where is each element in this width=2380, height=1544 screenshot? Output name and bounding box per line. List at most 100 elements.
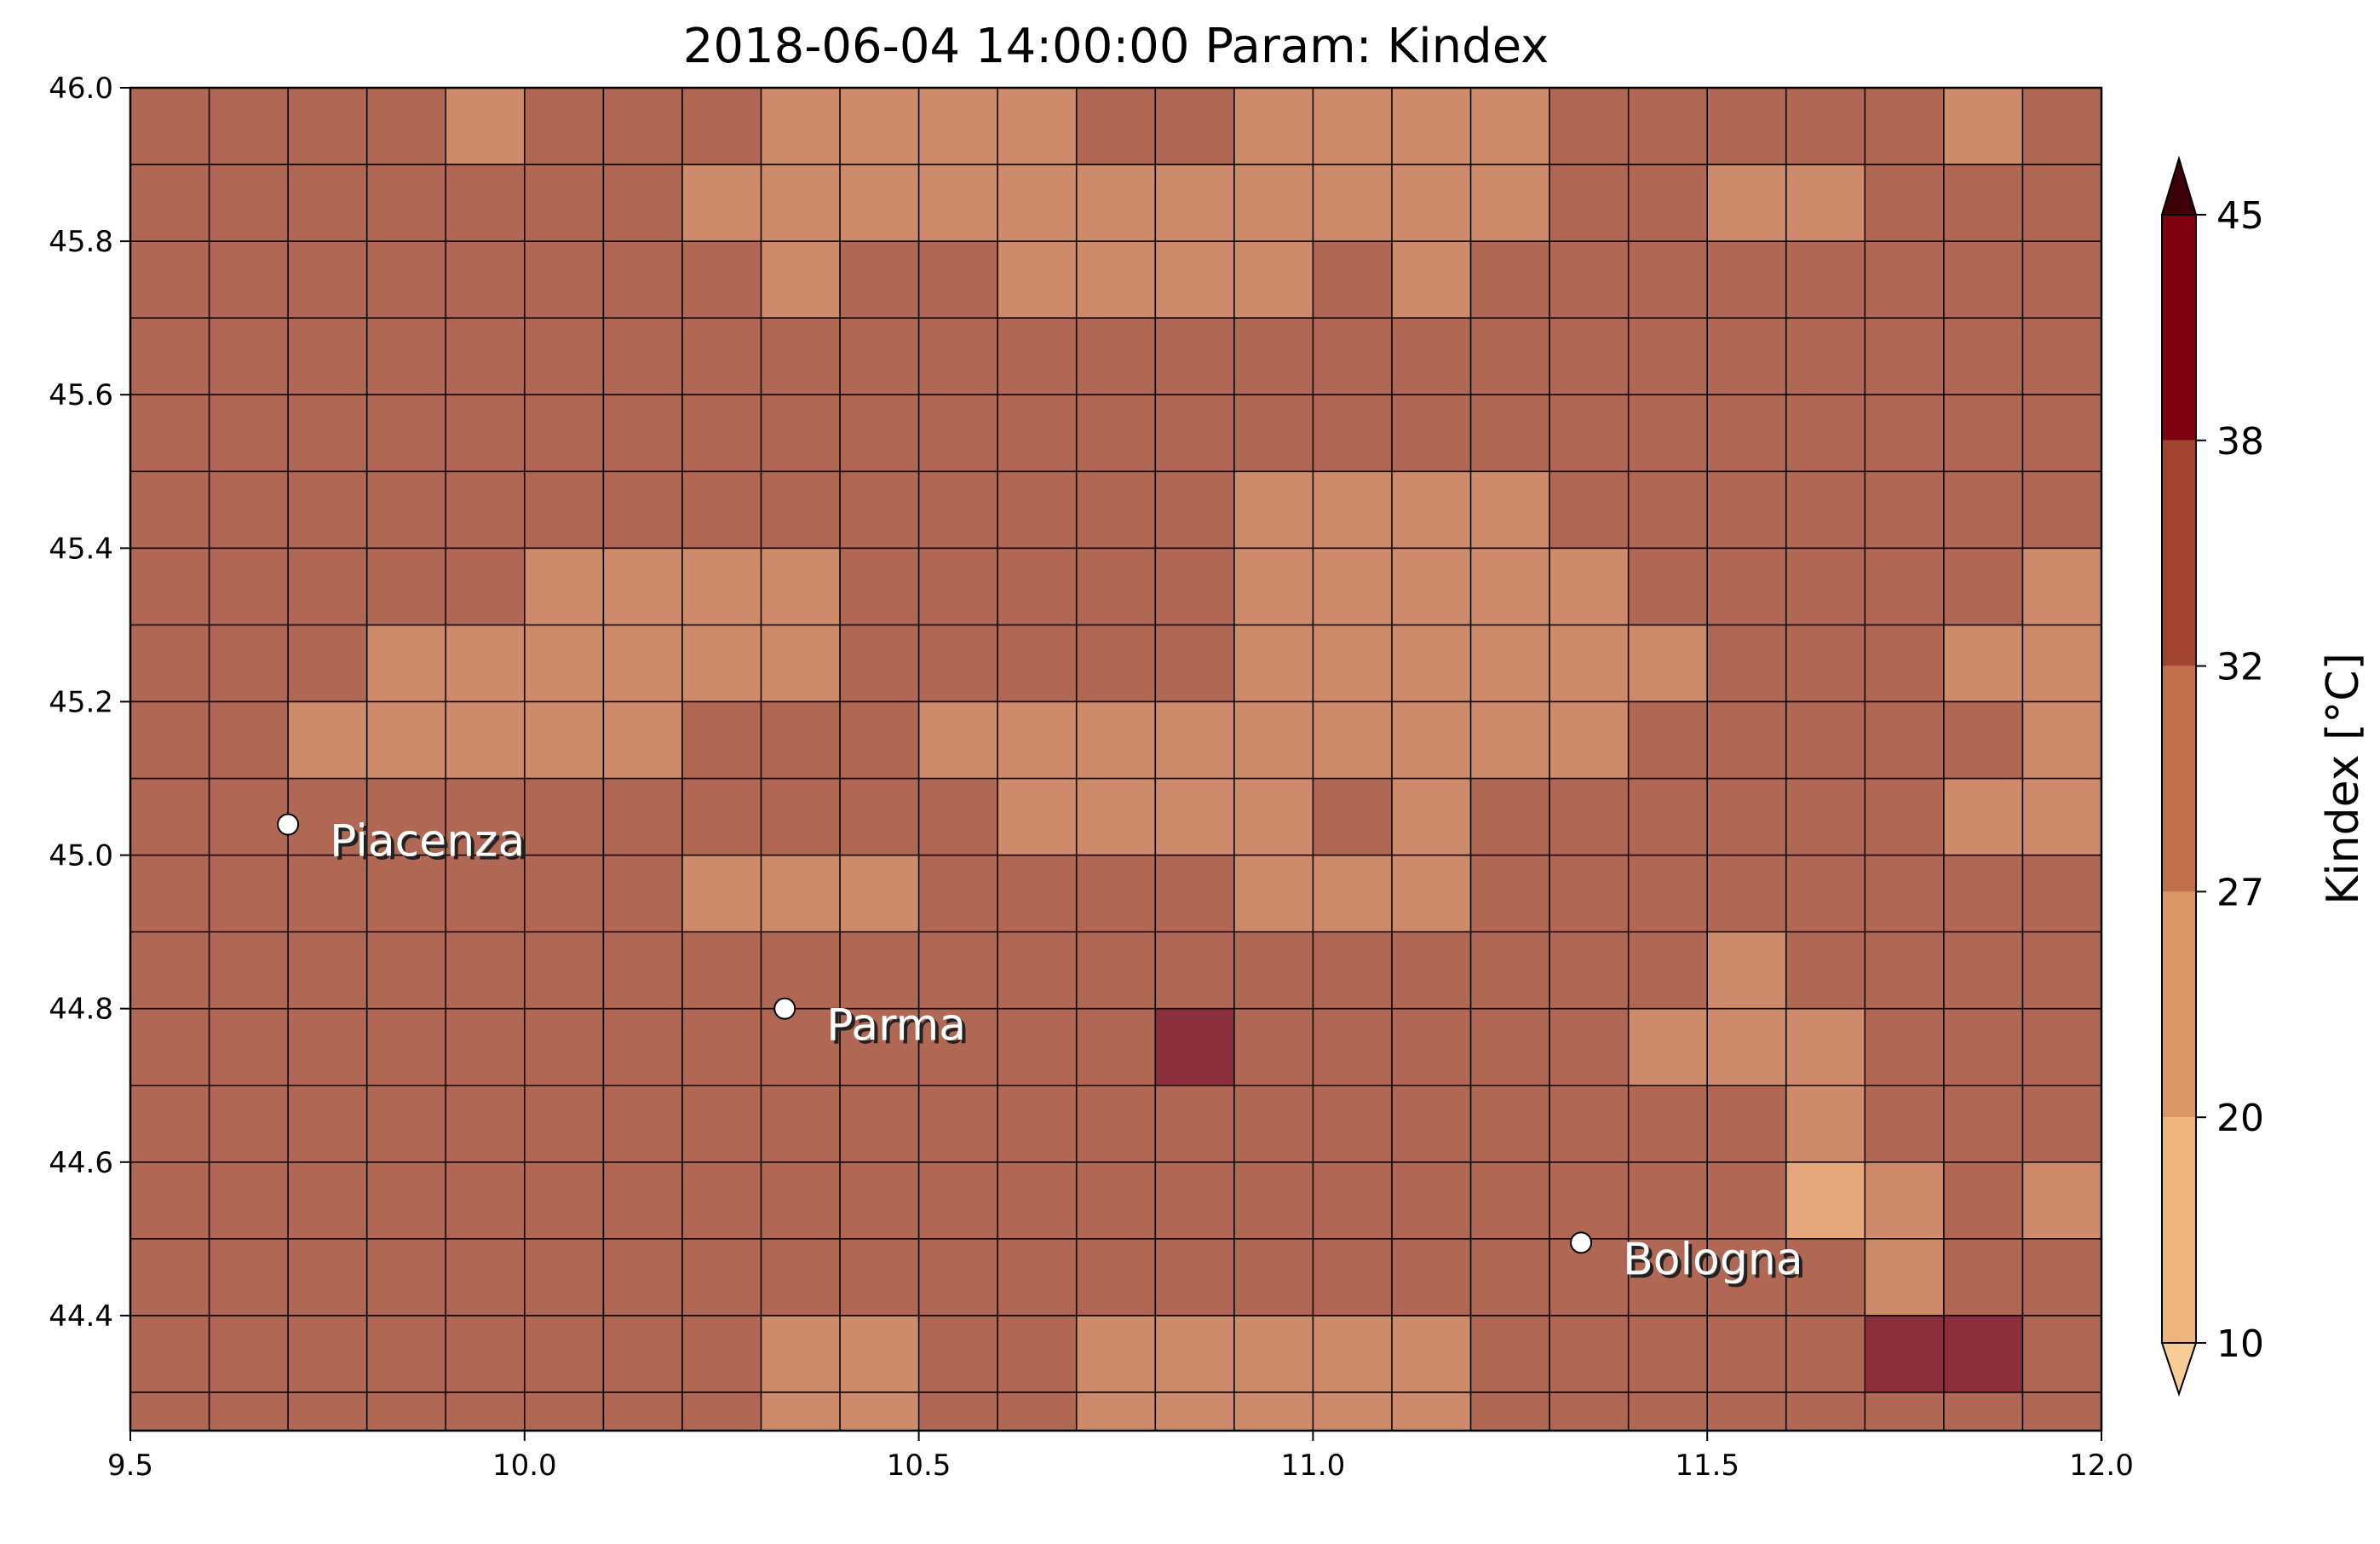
- colorbar-tick-label: 10: [2216, 1322, 2264, 1366]
- heatmap-cell: [1313, 1085, 1392, 1162]
- heatmap-cell: [1155, 1238, 1234, 1316]
- heatmap-cell: [1785, 1238, 1865, 1316]
- heatmap-cell: [1076, 471, 1156, 549]
- heatmap-cell: [1943, 1391, 2023, 1431]
- heatmap-cell: [840, 931, 919, 1009]
- heatmap-cell: [761, 1238, 841, 1316]
- heatmap-cell: [1470, 1391, 1550, 1431]
- heatmap-cell: [1628, 1391, 1708, 1431]
- heatmap-cell: [366, 1161, 446, 1239]
- heatmap-cell: [761, 1315, 841, 1392]
- heatmap-cell: [603, 1161, 682, 1239]
- y-tick-label: 45.0: [49, 839, 113, 873]
- heatmap-cell: [1076, 778, 1156, 856]
- heatmap-cell: [1943, 88, 2023, 165]
- heatmap-cell: [130, 164, 210, 242]
- heatmap-cell: [209, 1085, 289, 1162]
- heatmap-cell: [918, 318, 998, 395]
- heatmap-cell: [681, 395, 762, 472]
- heatmap-cell: [761, 241, 841, 319]
- heatmap-cells: [130, 88, 2101, 1431]
- heatmap-cell: [1707, 855, 1786, 932]
- heatmap-cell: [1707, 1008, 1786, 1086]
- heatmap-cell: [209, 395, 289, 472]
- heatmap-cell: [1391, 625, 1471, 702]
- heatmap-cell: [1391, 548, 1471, 625]
- heatmap-cell: [1076, 1085, 1156, 1162]
- colorbar-label: Kindex [°C]: [2318, 653, 2369, 905]
- heatmap-cell: [840, 241, 919, 319]
- heatmap-cell: [918, 855, 998, 932]
- heatmap-cell: [130, 241, 210, 319]
- y-tick-label: 44.6: [49, 1146, 113, 1180]
- heatmap-cell: [209, 701, 289, 779]
- heatmap-cell: [1785, 778, 1865, 856]
- heatmap-cell: [1707, 931, 1786, 1009]
- heatmap-cell: [446, 241, 525, 319]
- heatmap-cell: [1785, 931, 1865, 1009]
- heatmap-cell: [524, 1391, 604, 1431]
- heatmap-cell: [2022, 1008, 2101, 1086]
- heatmap-cell: [681, 88, 762, 165]
- heatmap-cell: [2022, 548, 2101, 625]
- heatmap-cell: [1076, 855, 1156, 932]
- heatmap-cell: [1470, 855, 1550, 932]
- heatmap-cell: [1313, 855, 1392, 932]
- heatmap-cell: [1155, 88, 1234, 165]
- heatmap-cell: [366, 701, 446, 779]
- heatmap-cell: [1313, 701, 1392, 779]
- heatmap-cell: [761, 88, 841, 165]
- heatmap-cell: [130, 1008, 210, 1086]
- heatmap-cell: [1470, 1238, 1550, 1316]
- heatmap-cell: [1391, 88, 1471, 165]
- heatmap-cell: [997, 1008, 1077, 1086]
- heatmap-cell: [209, 241, 289, 319]
- heatmap-cell: [761, 471, 841, 549]
- heatmap-cell: [366, 1315, 446, 1392]
- heatmap-cell: [130, 1315, 210, 1392]
- heatmap-cell: [918, 241, 998, 319]
- heatmap-cell: [761, 855, 841, 932]
- heatmap-cell: [130, 1391, 210, 1431]
- heatmap-cell: [1707, 1238, 1786, 1316]
- heatmap-cell: [130, 625, 210, 702]
- heatmap-cell: [1155, 318, 1234, 395]
- heatmap-cell: [2022, 395, 2101, 472]
- heatmap-cell: [840, 1085, 919, 1162]
- heatmap-cell: [1549, 931, 1629, 1009]
- heatmap-cell: [918, 1238, 998, 1316]
- heatmap-cell: [1628, 88, 1708, 165]
- heatmap-cell: [603, 1085, 682, 1162]
- heatmap-cell: [1628, 241, 1708, 319]
- heatmap-cell: [761, 548, 841, 625]
- heatmap-cell: [997, 318, 1077, 395]
- heatmap-cell: [524, 778, 604, 856]
- heatmap-cell: [524, 1161, 604, 1239]
- heatmap-cell: [1785, 395, 1865, 472]
- heatmap-cell: [1943, 1008, 2023, 1086]
- heatmap-cell: [1549, 1315, 1629, 1392]
- heatmap-cell: [1865, 1315, 1944, 1392]
- heatmap-cell: [1785, 241, 1865, 319]
- heatmap-cell: [524, 471, 604, 549]
- heatmap-cell: [288, 701, 367, 779]
- heatmap-cell: [918, 1085, 998, 1162]
- heatmap-cell: [1785, 625, 1865, 702]
- heatmap-cell: [603, 471, 682, 549]
- heatmap-cell: [1076, 88, 1156, 165]
- heatmap-cell: [288, 395, 367, 472]
- colorbar-band: [2162, 891, 2196, 1118]
- heatmap-cell: [997, 395, 1077, 472]
- colorbar-band: [2162, 665, 2196, 892]
- heatmap-cell: [1628, 625, 1708, 702]
- heatmap-cell: [997, 1315, 1077, 1392]
- heatmap-cell: [603, 1315, 682, 1392]
- heatmap-cell: [524, 1315, 604, 1392]
- heatmap-cell: [1628, 1085, 1708, 1162]
- heatmap-cell: [209, 164, 289, 242]
- heatmap-cell: [366, 1238, 446, 1316]
- heatmap-cell: [446, 318, 525, 395]
- heatmap-cell: [524, 548, 604, 625]
- heatmap-cell: [1707, 1085, 1786, 1162]
- x-tick-label: 9.5: [107, 1449, 153, 1483]
